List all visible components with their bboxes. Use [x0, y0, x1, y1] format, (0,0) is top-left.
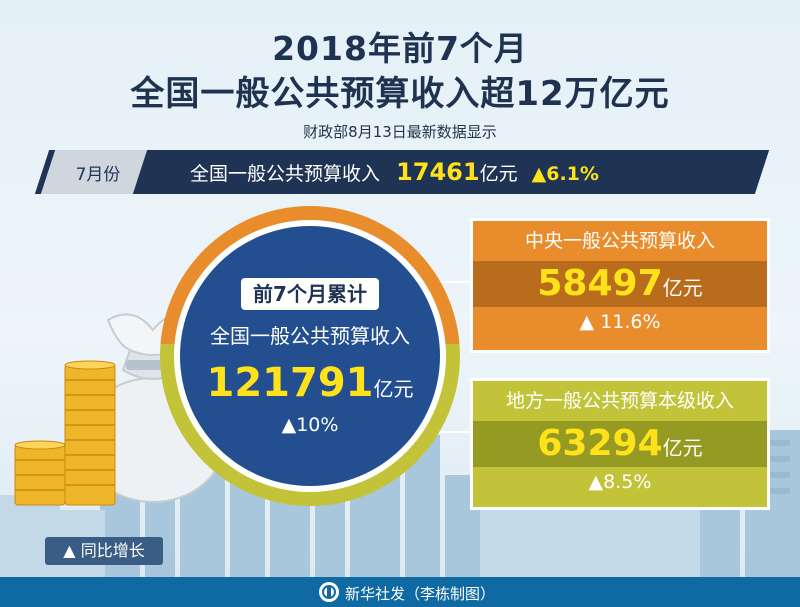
- month-label: 7月份: [75, 165, 121, 185]
- local-change: ▲8.5%: [588, 471, 652, 493]
- cumulative-change: ▲10%: [281, 414, 339, 436]
- july-revenue-text: 全国一般公共预算收入 17461亿元 ▲6.1%: [190, 158, 599, 186]
- local-unit: 亿元: [662, 436, 703, 460]
- cumulative-circle: [180, 226, 440, 486]
- xinhua-logo-icon: [319, 582, 339, 602]
- cumulative-label: 全国一般公共预算收入: [210, 324, 410, 348]
- july-label: 全国一般公共预算收入: [190, 163, 381, 185]
- central-unit: 亿元: [662, 276, 703, 300]
- footer-credit-text: 新华社发（李栋制图）: [344, 585, 495, 603]
- central-revenue-box: 中央一般公共预算收入 58497亿元 ▲ 11.6%: [470, 218, 770, 353]
- cumulative-tag: 前7个月累计: [241, 278, 379, 310]
- coin-stack-icon: [14, 360, 116, 506]
- footer-credit: 新华社发（李栋制图）: [0, 583, 800, 604]
- title-line-2: 全国一般公共预算收入超12万亿元: [130, 74, 670, 114]
- local-value-band: [473, 421, 767, 467]
- local-revenue-box: 地方一般公共预算本级收入 63294亿元 ▲8.5%: [470, 378, 770, 510]
- cumulative-value: 121791: [206, 360, 374, 406]
- central-value-row: 58497亿元: [473, 261, 767, 307]
- central-value: 58497: [537, 263, 663, 304]
- local-label: 地方一般公共预算本级收入: [505, 390, 734, 412]
- legend-yoy-growth: ▲ 同比增长: [45, 537, 163, 565]
- july-unit: 亿元: [479, 163, 518, 185]
- footer-bar: [0, 577, 800, 607]
- cumulative-value-row: 121791亿元: [180, 360, 440, 406]
- july-change: ▲6.1%: [531, 163, 599, 185]
- cumulative-unit: 亿元: [373, 377, 414, 401]
- local-value: 63294: [537, 423, 663, 464]
- central-value-band: [473, 261, 767, 307]
- title-line-1: 2018年前7个月: [272, 29, 528, 68]
- central-label: 中央一般公共预算收入: [524, 230, 715, 252]
- subtitle: 财政部8月13日最新数据显示: [303, 123, 497, 141]
- july-value: 17461: [396, 158, 480, 186]
- local-value-row: 63294亿元: [473, 421, 767, 467]
- central-change: ▲ 11.6%: [579, 311, 661, 333]
